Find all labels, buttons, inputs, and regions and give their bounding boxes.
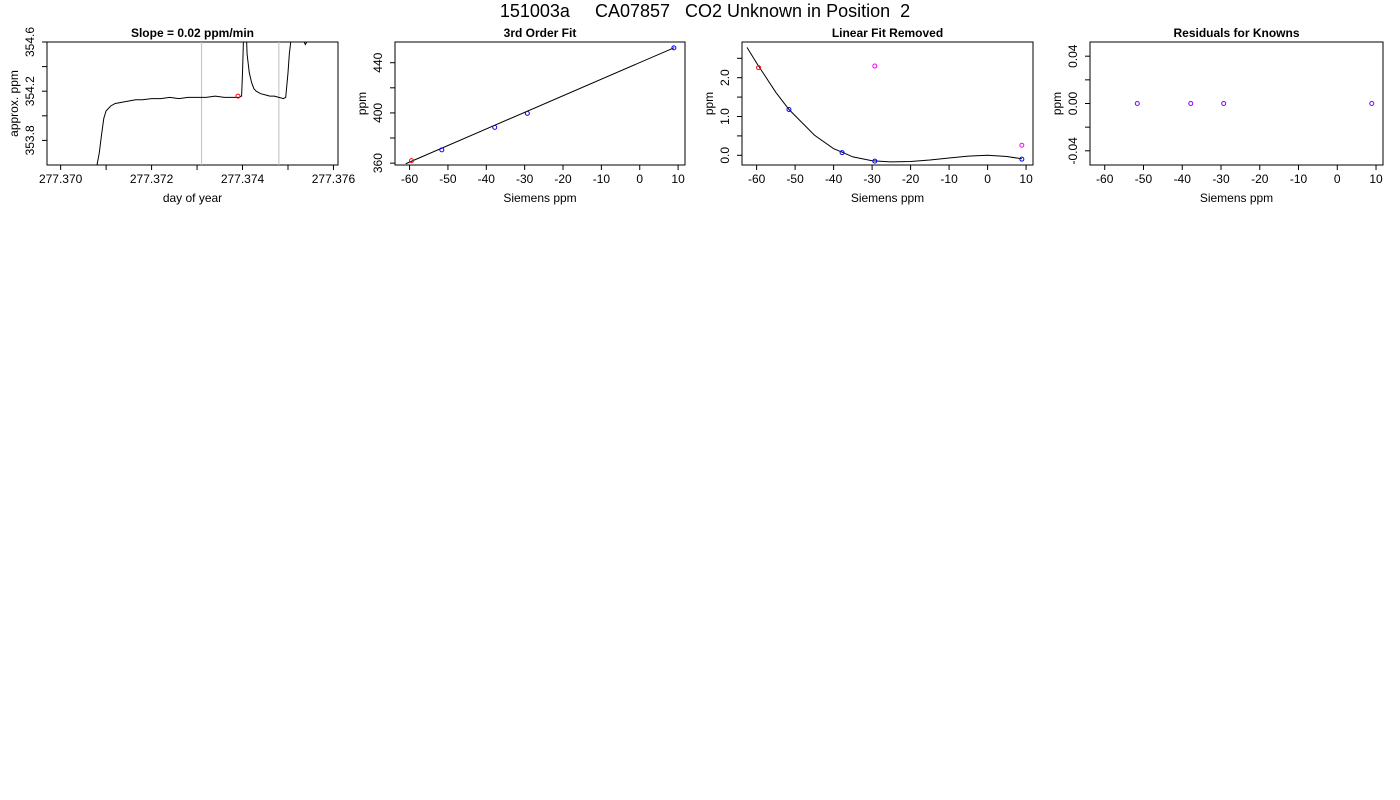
data-point-purple [1134, 101, 1140, 106]
plot-area [405, 45, 677, 165]
y-axis-label: ppm [1050, 92, 1064, 115]
data-point-red [408, 158, 414, 164]
data-point-blue [524, 110, 530, 116]
x-tick-label: -30 [863, 172, 881, 186]
data-point-purple [1369, 101, 1375, 106]
y-tick-label: 440 [371, 52, 385, 72]
y-axis-label: ppm [702, 92, 716, 115]
x-tick-label: -20 [902, 172, 920, 186]
y-axis-label: approx. ppm [7, 70, 21, 137]
y-tick-label: 360 [371, 153, 385, 173]
data-point-blue [492, 124, 498, 130]
data-point-blue [671, 45, 677, 51]
x-tick-label: 277.372 [130, 172, 174, 186]
y-tick-label: -0.04 [1066, 137, 1080, 165]
x-tick-label: 10 [671, 172, 685, 186]
plot-frame [741, 41, 1034, 166]
x-tick-label: 277.376 [312, 172, 356, 186]
data-point-purple [1188, 101, 1194, 106]
plot-area [746, 47, 1025, 164]
panel-slope: Slope = 0.02 ppm/min 277.370 277.372 277.37… [7, 26, 356, 205]
y-tick-label: 400 [371, 103, 385, 123]
plot-frame [1089, 41, 1384, 166]
panel-title: Slope = 0.02 ppm/min [131, 26, 254, 40]
panel-title: 3rd Order Fit [504, 26, 577, 40]
x-tick-label: -20 [1251, 172, 1269, 186]
plot-area [1134, 101, 1375, 106]
y-tick-label: 0.00 [1066, 91, 1080, 115]
x-tick-label: -60 [401, 172, 419, 186]
x-tick-label: 277.370 [39, 172, 83, 186]
x-tick-label: -60 [1096, 172, 1114, 186]
data-point-blue [786, 107, 792, 113]
x-axis-label: Siemens ppm [1200, 191, 1273, 205]
x-tick-label: -50 [439, 172, 457, 186]
x-tick-label: 0 [1334, 172, 1341, 186]
panel-linear-fit-removed: Linear Fit Removed -60 -50 -40 -30 -20 -10 0 10 0… [702, 26, 1034, 205]
x-tick-label: 10 [1019, 172, 1033, 186]
y-tick-label: 0.04 [1066, 44, 1080, 68]
x-tick-label: 0 [984, 172, 991, 186]
x-tick-label: 277.374 [221, 172, 265, 186]
x-tick-label: -10 [940, 172, 958, 186]
data-point-blue [1019, 156, 1025, 162]
plot-area [96, 42, 308, 165]
x-axis-label: Siemens ppm [503, 191, 576, 205]
y-tick-label: 2.0 [718, 69, 732, 86]
y-tick-label: 353.8 [23, 125, 37, 155]
y-tick-label: 354.2 [23, 76, 37, 106]
panel-title: Linear Fit Removed [832, 26, 943, 40]
data-point-magenta [872, 63, 878, 69]
x-tick-label: -40 [1174, 172, 1192, 186]
x-tick-label: -60 [748, 172, 766, 186]
y-tick-label: 0.0 [718, 147, 732, 164]
x-tick-label: -40 [825, 172, 843, 186]
x-tick-label: 10 [1369, 172, 1383, 186]
fit-line [405, 47, 675, 165]
panel-title: Residuals for Knowns [1173, 26, 1299, 40]
y-tick-label: 354.6 [23, 27, 37, 57]
data-point-magenta [1019, 142, 1025, 148]
x-tick-label: -50 [786, 172, 804, 186]
data-point-red [756, 65, 762, 71]
series-line [96, 42, 308, 165]
x-tick-label: -30 [1212, 172, 1230, 186]
data-point-red [235, 93, 241, 99]
data-point-blue [839, 150, 845, 156]
data-point-blue [439, 147, 445, 153]
plot-frame [394, 41, 686, 166]
x-tick-label: -50 [1135, 172, 1153, 186]
x-tick-label: -40 [478, 172, 496, 186]
plot-frame [46, 41, 339, 166]
fit-curve [746, 47, 1022, 163]
x-tick-label: -30 [516, 172, 534, 186]
panel-residuals-for-knowns: Residuals for Knowns -60 -50 -40 -30 -20 -10 0 1… [1050, 26, 1384, 205]
x-tick-label: -10 [593, 172, 611, 186]
page-title: 151003a CA07857 CO2 Unknown in Position … [499, 1, 911, 21]
x-tick-label: -10 [1290, 172, 1308, 186]
data-point-blue [872, 158, 878, 164]
panel-3rd-order-fit: 3rd Order Fit -60 -50 -40 -30 -20 -10 0 10 360 400… [355, 26, 686, 205]
x-axis-label: day of year [163, 191, 222, 205]
x-tick-label: -20 [554, 172, 572, 186]
x-axis-label: Siemens ppm [851, 191, 924, 205]
y-axis-label: ppm [355, 92, 369, 115]
data-point-purple [1221, 101, 1227, 106]
x-tick-label: 0 [636, 172, 643, 186]
y-tick-label: 1.0 [718, 108, 732, 125]
